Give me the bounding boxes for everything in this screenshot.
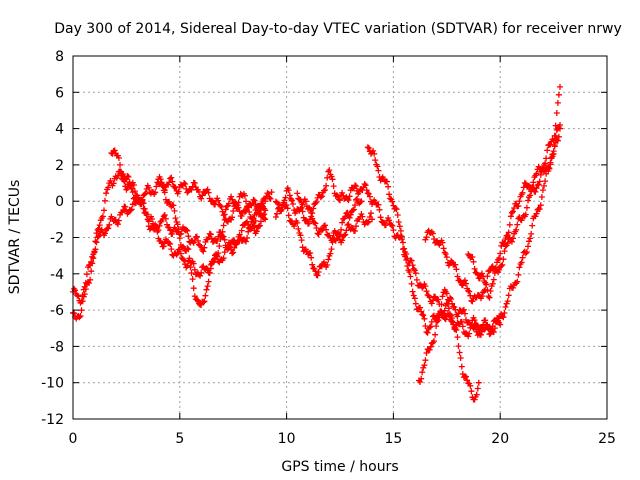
x-axis-title: GPS time / hours xyxy=(281,459,398,475)
y-tick-label: -4 xyxy=(50,267,64,283)
y-tick-label: -6 xyxy=(50,303,64,319)
y-tick-label: 4 xyxy=(55,122,64,138)
series-10-markers xyxy=(416,122,563,385)
y-tick-label: 0 xyxy=(55,194,64,210)
data-layer xyxy=(70,83,563,403)
series-8-markers xyxy=(364,144,482,403)
x-tick-label: 15 xyxy=(384,431,402,447)
series-11 xyxy=(465,125,563,301)
series-6-markers xyxy=(272,196,365,279)
series-2-markers xyxy=(70,168,269,322)
x-tick-label: 10 xyxy=(278,431,296,447)
series-3-markers xyxy=(108,147,269,308)
series-2 xyxy=(70,168,269,322)
series-5-markers xyxy=(272,185,375,246)
series-11-markers xyxy=(465,125,563,301)
y-tick-label: -10 xyxy=(41,376,64,392)
y-tick-label: -12 xyxy=(41,412,64,428)
y-tick-label: -8 xyxy=(50,339,64,355)
y-tick-label: 6 xyxy=(55,85,64,101)
series-5 xyxy=(272,185,375,246)
x-tick-label: 20 xyxy=(491,431,509,447)
series-4-markers xyxy=(155,173,269,255)
y-tick-label: -2 xyxy=(50,231,64,247)
x-tick-label: 0 xyxy=(69,431,78,447)
x-tick-label: 25 xyxy=(598,431,616,447)
series-6 xyxy=(272,196,365,279)
y-tick-label: 8 xyxy=(55,49,64,65)
tick-layer: 0 5 10 15 20 25 -12 -10 -8 -6 -4 -2 0 2 4 6 8 xyxy=(41,49,616,447)
chart-title: Day 300 of 2014, Sidereal Day-to-day VTE… xyxy=(54,21,622,37)
series-10 xyxy=(416,122,563,385)
y-tick-label: 2 xyxy=(55,158,64,174)
series-4 xyxy=(155,173,269,255)
series-3 xyxy=(108,147,269,308)
x-tick-label: 5 xyxy=(175,431,184,447)
series-7-markers xyxy=(294,167,504,340)
y-axis-title: SDTVAR / TECUs xyxy=(7,180,23,295)
series-8 xyxy=(364,144,482,403)
series-7 xyxy=(294,167,504,340)
